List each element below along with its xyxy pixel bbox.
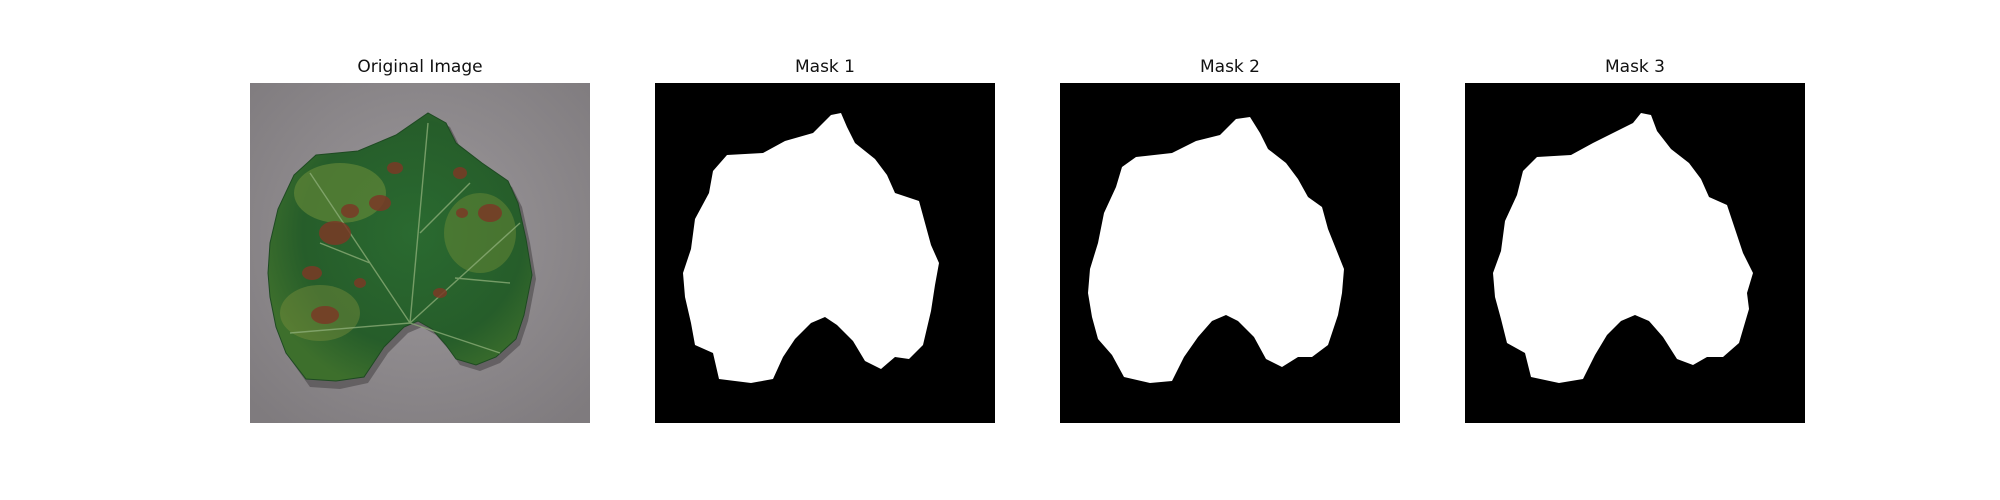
- mask-2-image: [1060, 83, 1400, 423]
- mask-foreground: [683, 113, 939, 383]
- leaf-veins: [289, 122, 521, 354]
- mask-3-panel: Mask 3: [1465, 57, 1805, 423]
- mask-foreground: [1493, 113, 1753, 383]
- original-image-title: Original Image: [357, 57, 483, 77]
- leaf-lesions: [302, 162, 502, 324]
- mask-3-title: Mask 3: [1604, 57, 1665, 77]
- leaf-photo: [250, 83, 590, 423]
- mask-2-panel: Mask 2: [1060, 57, 1400, 423]
- mask-1-image: [655, 83, 995, 423]
- leaf-yellow-zone: [294, 163, 386, 223]
- mask-2-title: Mask 2: [1199, 57, 1260, 77]
- mask-3-image: [1465, 83, 1805, 423]
- leaf-yellow-zone: [444, 193, 516, 273]
- original-image-panel: Original Image: [250, 57, 590, 423]
- mask-foreground: [1088, 117, 1344, 383]
- mask-1-panel: Mask 1: [655, 57, 995, 423]
- mask-1-title: Mask 1: [794, 57, 855, 77]
